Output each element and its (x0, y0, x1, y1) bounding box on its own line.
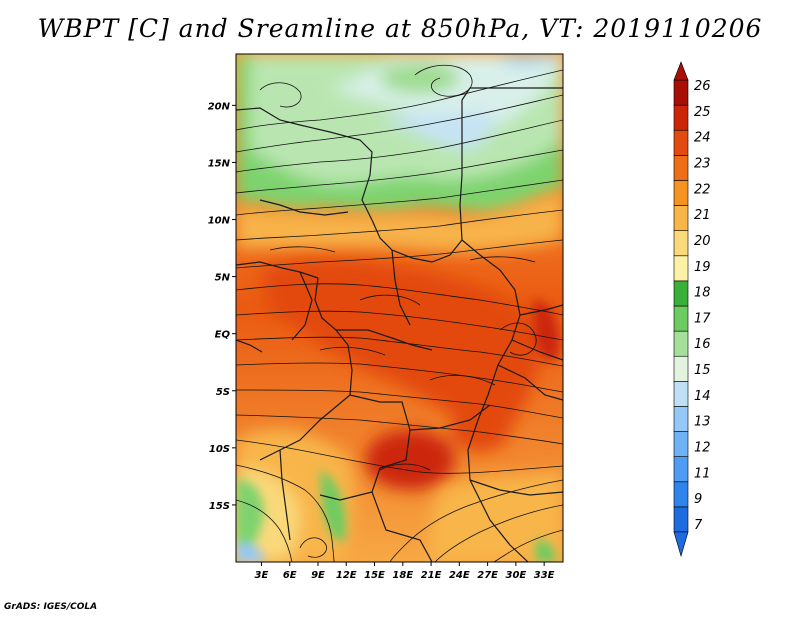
colorbar-max-arrow (673, 61, 689, 81)
lat-tick-label: 15N (208, 158, 231, 169)
lon-tick-label: 24E (449, 570, 470, 581)
colorbar-segment (673, 305, 689, 332)
colorbar-label: 26 (694, 79, 711, 94)
colorbar-segment (673, 481, 689, 508)
lon-tick-label: 21E (421, 570, 442, 581)
lat-tick-label: 20N (208, 101, 231, 112)
colorbar-segment (673, 280, 689, 307)
colorbar-segment (673, 79, 689, 106)
colorbar-segment (673, 129, 689, 156)
wbpt-field (236, 54, 563, 562)
colorbar-label: 16 (694, 337, 711, 352)
colorbar-segment (673, 506, 689, 533)
country-borders (236, 87, 563, 562)
colorbar-segment (673, 456, 689, 483)
colorbar-segment (673, 230, 689, 257)
colorbar-segment (673, 330, 689, 357)
colorbar-segment (673, 180, 689, 206)
colorbar-segment (673, 155, 689, 181)
lon-tick-label: 3E (255, 570, 269, 581)
lon-tick-label: 30E (506, 570, 527, 581)
colorbar-segment (673, 255, 689, 282)
lat-tick-label: 5S (216, 387, 230, 398)
lon-tick-label: 27E (477, 570, 498, 581)
colorbar-label: 15 (694, 363, 711, 378)
colorbar-label: 11 (694, 466, 711, 481)
colorbar-label: 21 (694, 208, 711, 223)
map-frame (235, 53, 564, 563)
lon-tick-label: 33E (534, 570, 555, 581)
colorbar-label: 12 (694, 441, 711, 456)
colorbar-label: 25 (694, 105, 711, 120)
colorbar-segment (673, 381, 689, 407)
colorbar: 7 9 11 12 13 14 15 16 17 18 19 20 21 22 23 24 25 26 (673, 61, 711, 558)
colorbar-segment (673, 104, 689, 131)
lon-tick-label: 15E (364, 570, 385, 581)
lat-tick-label: EQ (215, 330, 231, 341)
colorbar-label: 20 (694, 234, 711, 249)
lon-tick-label: 12E (336, 570, 357, 581)
map-title: WBPT [C] and Sreamline at 850hPa, VT: 20… (37, 14, 763, 43)
colorbar-label: 9 (694, 492, 702, 507)
colorbar-label: 7 (694, 518, 703, 533)
colorbar-label: 13 (694, 415, 711, 430)
streamlines (236, 64, 563, 562)
lat-tick-label: 15S (209, 501, 230, 512)
latitude-axis: 20N 15N 10N 5N EQ 5S 10S 15S (208, 101, 236, 512)
colorbar-min-arrow (673, 531, 689, 558)
lat-tick-label: 10S (209, 444, 230, 455)
colorbar-segment (673, 355, 689, 382)
longitude-axis: 3E 6E 9E 12E 15E 18E 21E 24E 27E 30E 33E (255, 562, 555, 581)
colorbar-label: 19 (694, 260, 711, 275)
colorbar-label: 24 (694, 131, 711, 146)
colorbar-segment (673, 431, 689, 457)
colorbar-segment (673, 406, 689, 432)
grads-credit: GrADS: IGES/COLA (4, 602, 98, 612)
colorbar-label: 23 (694, 156, 711, 171)
colorbar-segment (673, 205, 689, 231)
lat-tick-label: 5N (215, 273, 231, 284)
colorbar-label: 22 (694, 182, 711, 197)
colorbar-label: 17 (694, 311, 711, 326)
lat-tick-label: 10N (208, 216, 231, 227)
lon-tick-label: 18E (392, 570, 413, 581)
lon-tick-label: 6E (283, 570, 297, 581)
colorbar-label: 18 (694, 286, 711, 301)
lon-tick-label: 9E (311, 570, 325, 581)
colorbar-label: 14 (694, 389, 711, 404)
